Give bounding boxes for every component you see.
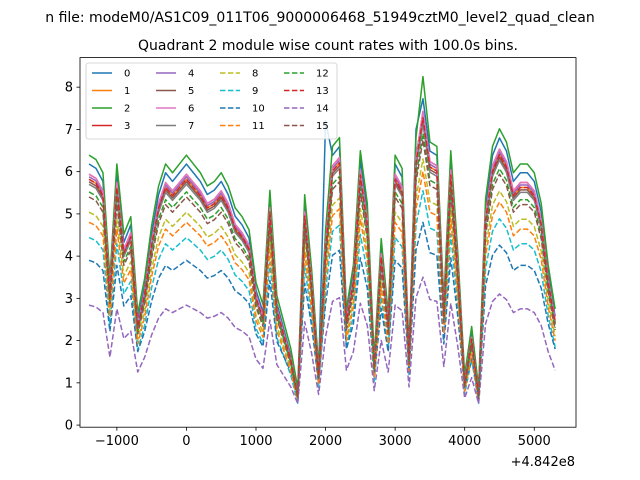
legend-label-8: 8 bbox=[252, 69, 258, 80]
y-tick-label: 2 bbox=[65, 334, 73, 349]
legend-label-4: 4 bbox=[188, 69, 194, 80]
legend-label-10: 10 bbox=[252, 104, 265, 115]
legend-box bbox=[85, 62, 338, 140]
y-tick-label: 4 bbox=[65, 250, 73, 265]
legend-label-14: 14 bbox=[316, 104, 329, 115]
y-tick-label: 8 bbox=[65, 81, 73, 96]
figure-suptitle: n file: modeM0/AS1C09_011T06_9000006468_… bbox=[45, 10, 594, 26]
x-offset-label: +4.842e8 bbox=[511, 455, 575, 470]
legend-label-3: 3 bbox=[124, 121, 130, 132]
series-lines bbox=[88, 75, 556, 405]
plot-frame bbox=[79, 57, 577, 428]
legend-label-9: 9 bbox=[252, 86, 258, 97]
legend-label-0: 0 bbox=[124, 69, 130, 80]
x-tick-label: 2000 bbox=[309, 434, 342, 449]
x-tick-label: 3000 bbox=[379, 434, 412, 449]
legend-label-7: 7 bbox=[188, 121, 194, 132]
legend-label-1: 1 bbox=[124, 86, 130, 97]
series-line-14 bbox=[88, 276, 556, 405]
legend-label-2: 2 bbox=[124, 104, 130, 115]
x-tick-label: 4000 bbox=[448, 434, 481, 449]
x-tick-label: 1000 bbox=[239, 434, 272, 449]
chart-title: Quadrant 2 module wise count rates with … bbox=[138, 38, 518, 54]
series-line-15 bbox=[88, 139, 556, 400]
legend-label-6: 6 bbox=[188, 104, 194, 115]
y-tick-label: 7 bbox=[65, 123, 73, 138]
y-tick-label: 6 bbox=[65, 165, 73, 180]
legend-label-15: 15 bbox=[316, 121, 329, 132]
x-tick-label: 5000 bbox=[518, 434, 551, 449]
x-axis: −1000 0 1000 2000 3000 4000 5000 bbox=[95, 427, 551, 449]
legend-label-13: 13 bbox=[316, 86, 329, 97]
y-tick-label: 1 bbox=[65, 376, 73, 391]
legend-label-11: 11 bbox=[252, 121, 265, 132]
legend-label-5: 5 bbox=[188, 86, 194, 97]
series-line-11 bbox=[88, 170, 556, 403]
x-tick-label: −1000 bbox=[95, 434, 139, 449]
y-tick-label: 3 bbox=[65, 292, 73, 307]
legend-label-12: 12 bbox=[316, 69, 329, 80]
y-tick-label: 0 bbox=[65, 419, 73, 434]
x-tick-label: 0 bbox=[182, 434, 190, 449]
y-tick-label: 5 bbox=[65, 207, 73, 222]
y-axis: 0 1 2 3 4 5 6 7 8 bbox=[65, 81, 80, 434]
